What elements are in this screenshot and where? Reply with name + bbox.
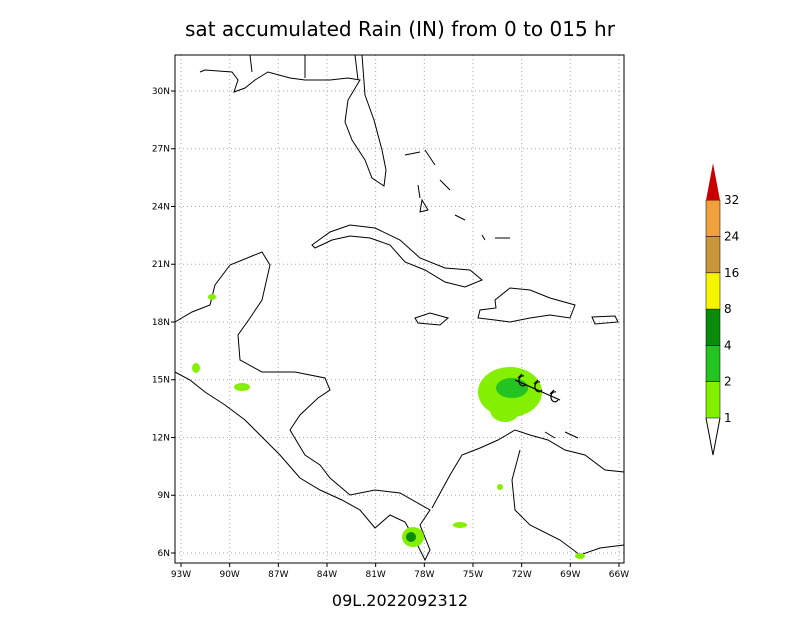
colorbar-segment [705, 381, 721, 419]
lat-tick-label: 18N [152, 318, 170, 328]
colorbar-segment [705, 236, 721, 274]
rain-area [406, 532, 416, 542]
lon-tick-label: 66W [609, 570, 629, 580]
lat-tick-label: 27N [152, 145, 170, 155]
rain-area [496, 378, 528, 398]
rain-area [575, 553, 585, 559]
colorbar-under [705, 417, 721, 456]
colorbar-label: 24 [724, 230, 739, 244]
lat-tick-label: 9N [158, 491, 170, 501]
puerto-rico [591, 315, 619, 325]
track-line [514, 379, 561, 401]
lon-tick-label: 69W [560, 570, 580, 580]
south-america [431, 429, 625, 556]
storm-symbol [549, 389, 559, 403]
colorbar-label: 4 [724, 338, 732, 352]
lon-tick-label: 72W [511, 570, 531, 580]
colorbar-segment [705, 308, 721, 346]
colorbar-segment [705, 345, 721, 382]
rain-area [234, 383, 250, 391]
hispaniola [477, 287, 576, 323]
grid [171, 55, 624, 567]
lat-tick-label: 30N [152, 87, 170, 97]
lat-tick-label: 12N [152, 433, 170, 443]
rain-area [208, 294, 216, 300]
lon-tick-label: 90W [219, 570, 239, 580]
lat-tick-label: 15N [152, 376, 170, 386]
map-frame [174, 54, 625, 564]
colorbar-label: 16 [724, 266, 739, 280]
rain-area [497, 484, 503, 490]
title: sat accumulated Rain (IN) from 0 to 015 … [185, 17, 616, 41]
lon-tick-label: 75W [463, 570, 483, 580]
lat-tick-label: 6N [158, 549, 170, 559]
colorbar-segment [705, 199, 721, 237]
colorbar-label: 8 [724, 302, 732, 316]
rain-area [453, 522, 467, 528]
coastlines [174, 54, 625, 562]
colorbar-segment [705, 272, 721, 310]
lon-tick-label: 78W [414, 570, 434, 580]
lon-tick-label: 81W [365, 570, 385, 580]
central-america [174, 251, 431, 562]
cuba [311, 224, 483, 288]
storm-track [514, 373, 561, 403]
jamaica [414, 312, 450, 326]
colorbar-label: 1 [724, 411, 732, 425]
lat-tick-label: 24N [152, 202, 170, 212]
lat-tick-label: 21N [152, 260, 170, 270]
lon-tick-label: 87W [268, 570, 288, 580]
us-coast [199, 54, 387, 187]
rain-area [490, 398, 520, 422]
storm-symbol [533, 379, 543, 393]
colorbar-label: 2 [724, 375, 732, 389]
rain-areas [192, 294, 585, 559]
storm-symbol [517, 373, 527, 387]
bahamas [404, 149, 579, 439]
rain-area [192, 363, 200, 373]
us-coast-2 [249, 54, 359, 81]
colorbar-label: 32 [724, 193, 739, 207]
colorbar-over [706, 163, 720, 201]
lon-tick-label: 84W [317, 570, 337, 580]
lon-tick-label: 93W [171, 570, 191, 580]
footer: 09L.2022092312 [332, 591, 468, 610]
